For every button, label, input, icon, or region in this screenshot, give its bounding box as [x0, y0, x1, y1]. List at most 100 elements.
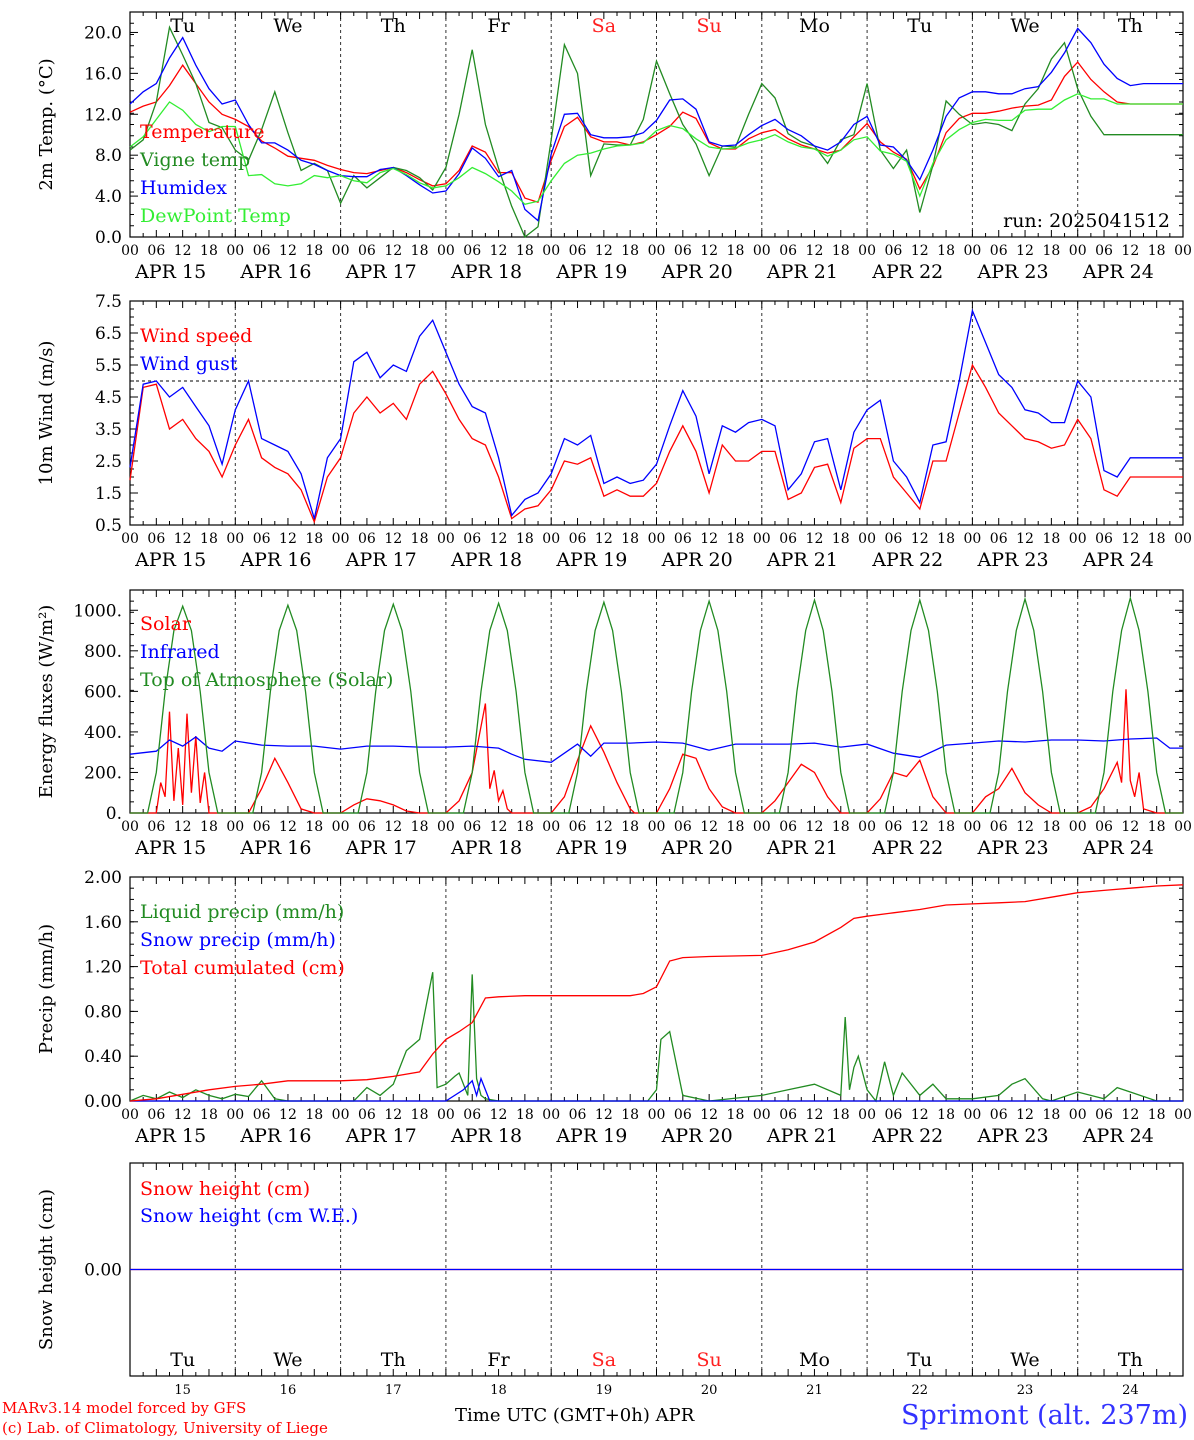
- hour-tick-label: 00: [542, 243, 560, 259]
- legend-entry: Total cumulated (cm): [140, 957, 345, 979]
- day-number-label: 23: [1017, 1383, 1034, 1398]
- hour-tick-label: 06: [885, 531, 903, 547]
- hour-tick-label: 00: [963, 243, 981, 259]
- hour-tick-label: 12: [279, 819, 297, 835]
- hour-tick-label: 18: [727, 1107, 745, 1123]
- hour-tick-label: 18: [305, 819, 323, 835]
- date-label: APR 22: [871, 837, 943, 859]
- hour-tick-label: 00: [332, 243, 350, 259]
- hour-tick-label: 00: [121, 243, 139, 259]
- date-label: APR 19: [555, 837, 627, 859]
- hour-tick-label: 06: [885, 1107, 903, 1123]
- hour-tick-label: 18: [832, 819, 850, 835]
- hour-tick-label: 00: [858, 531, 876, 547]
- panel-3: [129, 589, 1184, 814]
- hour-tick-label: 18: [411, 531, 429, 547]
- hour-tick-label: 06: [569, 819, 587, 835]
- date-label: APR 20: [661, 549, 733, 571]
- day-number-label: 24: [1122, 1383, 1139, 1398]
- hour-tick-label: 12: [384, 819, 402, 835]
- y-tick-label: 4.5: [95, 388, 122, 408]
- series-line: [129, 61, 1183, 204]
- y-tick-label: 0.0: [95, 228, 122, 248]
- plot-frame: [129, 589, 1184, 814]
- hour-tick-label: 06: [990, 1107, 1008, 1123]
- hour-tick-label: 00: [332, 531, 350, 547]
- panel-1: [129, 11, 1184, 239]
- hour-tick-label: 06: [779, 243, 797, 259]
- date-label: APR 18: [450, 837, 522, 859]
- hour-tick-label: 18: [305, 243, 323, 259]
- hour-tick-label: 06: [779, 531, 797, 547]
- y-tick-label: 6.5: [95, 324, 122, 344]
- day-of-week-label: Sa: [592, 15, 616, 37]
- hour-tick-label: 00: [226, 1107, 244, 1123]
- hour-tick-label: 06: [358, 1107, 376, 1123]
- time-axis-label: Time UTC (GMT+0h) APR: [455, 1405, 695, 1426]
- hour-tick-label: 12: [806, 819, 824, 835]
- day-of-week-label: Th: [381, 1349, 406, 1371]
- hour-tick-label: 18: [200, 1107, 218, 1123]
- hour-tick-label: 00: [1069, 531, 1087, 547]
- hour-tick-label: 18: [832, 1107, 850, 1123]
- hour-tick-label: 12: [1016, 819, 1034, 835]
- hour-tick-label: 18: [1042, 243, 1060, 259]
- y-tick-label: 200.: [84, 763, 122, 783]
- date-label: APR 21: [766, 549, 838, 571]
- hour-tick-label: 12: [1016, 531, 1034, 547]
- date-label: APR 20: [661, 261, 733, 283]
- hour-tick-label: 06: [569, 243, 587, 259]
- y-tick-label: 8.0: [95, 146, 122, 166]
- y-tick-label: 0.5: [95, 516, 122, 536]
- hour-tick-label: 00: [1069, 819, 1087, 835]
- hour-tick-label: 00: [226, 243, 244, 259]
- model-credit: MARv3.14 model forced by GFS: [2, 1399, 247, 1417]
- hour-tick-label: 00: [226, 819, 244, 835]
- hour-tick-label: 00: [121, 531, 139, 547]
- day-of-week-label: We: [1010, 1349, 1039, 1371]
- hour-tick-label: 18: [1042, 1107, 1060, 1123]
- hour-tick-label: 12: [700, 1107, 718, 1123]
- date-label: APR 19: [555, 549, 627, 571]
- hour-tick-label: 18: [516, 1107, 534, 1123]
- hour-tick-label: 06: [463, 531, 481, 547]
- hour-tick-label: 18: [200, 243, 218, 259]
- hour-tick-label: 06: [147, 243, 165, 259]
- day-of-week-label: We: [273, 1349, 302, 1371]
- day-of-week-label: Su: [697, 15, 722, 37]
- hour-tick-label: 00: [963, 1107, 981, 1123]
- y-tick-label: 0.00: [84, 1092, 122, 1112]
- day-number-label: 18: [490, 1383, 507, 1398]
- hour-tick-label: 06: [1095, 819, 1113, 835]
- date-label: APR 16: [239, 549, 311, 571]
- legend-entry: Infrared: [140, 641, 220, 663]
- y-tick-label: 0.80: [84, 1002, 122, 1022]
- legend-entry: Temperature: [140, 121, 264, 143]
- date-label: APR 23: [977, 261, 1049, 283]
- hour-tick-label: 00: [437, 243, 455, 259]
- hour-tick-label: 12: [490, 819, 508, 835]
- date-label: APR 16: [239, 261, 311, 283]
- hour-tick-label: 12: [595, 819, 613, 835]
- hour-tick-label: 18: [937, 243, 955, 259]
- hour-tick-label: 18: [516, 243, 534, 259]
- date-label: APR 17: [345, 1125, 417, 1147]
- date-label: APR 21: [766, 1125, 838, 1147]
- hour-tick-label: 18: [200, 531, 218, 547]
- hour-tick-label: 18: [621, 1107, 639, 1123]
- hour-tick-label: 18: [621, 819, 639, 835]
- hour-tick-label: 06: [569, 531, 587, 547]
- hour-tick-label: 00: [437, 1107, 455, 1123]
- hour-tick-label: 06: [990, 819, 1008, 835]
- hour-tick-label: 18: [516, 531, 534, 547]
- day-of-week-label: We: [273, 15, 302, 37]
- hour-tick-label: 06: [358, 819, 376, 835]
- series-line: [129, 27, 1183, 222]
- hour-tick-label: 12: [174, 531, 192, 547]
- legend-entry: Snow precip (mm/h): [140, 929, 336, 951]
- hour-tick-label: 18: [1148, 531, 1166, 547]
- date-label: APR 22: [871, 261, 943, 283]
- hour-tick-label: 12: [279, 243, 297, 259]
- series-line: [129, 93, 1183, 206]
- y-axis-label: Precip (mm/h): [36, 924, 57, 1054]
